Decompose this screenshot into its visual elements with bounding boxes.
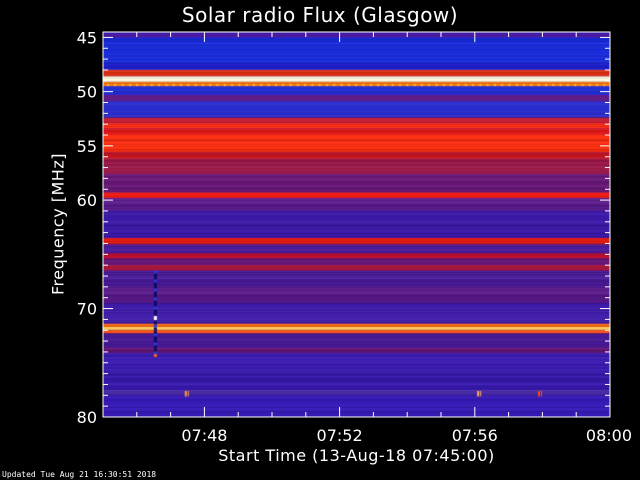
axes: 45 50 55 60 70 80 07:48 07:52 07:56 08:00 xyxy=(77,28,632,445)
x-tick-label: 07:52 xyxy=(317,426,363,445)
x-tick-label: 08:00 xyxy=(586,426,632,445)
chart-title: Solar radio Flux (Glasgow) xyxy=(181,3,459,27)
y-tick-label: 50 xyxy=(77,83,97,102)
y-tick-label: 70 xyxy=(77,300,97,319)
updated-timestamp: Updated Tue Aug 21 16:30:51 2018 xyxy=(2,470,157,479)
spectrogram-heatmap xyxy=(103,32,610,417)
x-tick-label: 07:48 xyxy=(181,426,227,445)
x-tick-label: 07:56 xyxy=(452,426,498,445)
y-tick-label: 80 xyxy=(77,408,97,427)
y-tick-label: 45 xyxy=(77,28,97,47)
plot-border xyxy=(102,31,611,418)
y-tick-label: 55 xyxy=(77,137,97,156)
y-tick-label: 60 xyxy=(77,191,97,210)
x-axis-label: Start Time (13-Aug-18 07:45:00) xyxy=(218,446,495,465)
y-axis-label: Frequency [MHz] xyxy=(48,153,68,295)
